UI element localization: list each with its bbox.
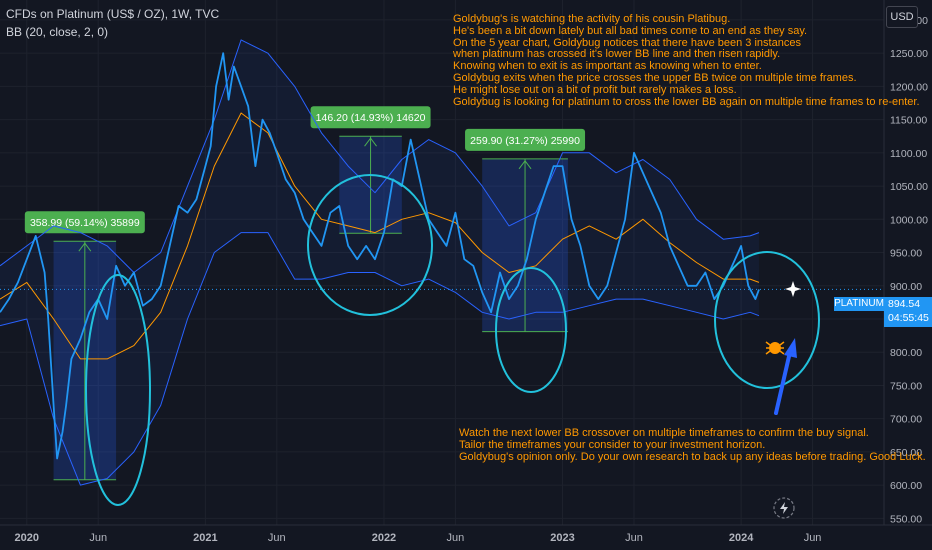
y-tick-label: 900.00 (890, 281, 922, 293)
series-lines (0, 39, 884, 486)
measure-label[interactable]: 358.99 (59.14%) 35899 (30, 217, 140, 229)
bug-legs (765, 341, 785, 355)
y-tick-label: 1150.00 (890, 115, 927, 127)
bb-fill-area (0, 39, 759, 486)
x-axis-bg (0, 525, 932, 550)
x-tick-label: Jun (804, 532, 822, 544)
x-tick-label: Jun (89, 532, 107, 544)
price-line (0, 52, 760, 460)
measure-arrowhead (364, 137, 377, 147)
y-tick-label: 550.00 (890, 513, 922, 525)
y-tick-label: 1100.00 (890, 148, 927, 160)
x-tick-label: 2021 (193, 532, 217, 544)
highlight-ellipse (495, 267, 567, 393)
y-tick-label: 700.00 (890, 414, 922, 426)
indicator-title[interactable]: BB (20, close, 2, 0) (6, 25, 109, 39)
highlight-circles (85, 174, 820, 506)
highlight-ellipse (714, 251, 820, 389)
y-tick-label: 1250.00 (890, 48, 928, 60)
symbol-price-label: PLATINUM (834, 297, 884, 311)
measure-arrowhead (78, 242, 92, 252)
y-tick-label: 1050.00 (890, 181, 928, 193)
y-tick-label: 750.00 (890, 380, 922, 392)
x-tick-label: Jun (447, 532, 465, 544)
lightning-ring (773, 497, 795, 519)
x-tick-label: 2022 (372, 532, 396, 544)
lightning-icon (773, 497, 795, 519)
highlight-ellipse (307, 174, 433, 316)
top-annotation: Goldybug's is watching the activity of h… (453, 13, 920, 108)
last-price-value: 894.54 (888, 298, 921, 310)
measure-label-bg[interactable] (310, 106, 431, 129)
measure-label[interactable]: 259.90 (31.27%) 25990 (470, 135, 580, 147)
y-tick-label: 600.00 (890, 480, 922, 492)
bar-countdown: 04:55:45 (888, 312, 929, 324)
measure-label[interactable]: 146.20 (14.93%) 14620 (316, 112, 426, 124)
x-tick-label: Jun (268, 532, 286, 544)
y-axis-bg (884, 0, 932, 550)
y-tick-label: 800.00 (890, 347, 922, 359)
star-shape (785, 281, 801, 297)
buy-arrow (774, 350, 792, 415)
highlight-ellipse (85, 274, 151, 506)
y-axis[interactable]: 1300.001250.001200.001150.001100.001050.… (883, 0, 932, 550)
measure-label-bg[interactable] (24, 211, 145, 234)
bb-upper-line (0, 39, 760, 273)
bug-icon (765, 341, 785, 355)
bb-basis-line (0, 112, 760, 360)
last-price-tag: 894.54 04:55:45 (884, 297, 932, 327)
measure-label-bg[interactable] (465, 128, 586, 151)
bug-body (769, 342, 781, 354)
buy-arrowhead (784, 338, 797, 358)
y-tick-label: 950.00 (890, 248, 922, 260)
symbol-title[interactable]: CFDs on Platinum (US$ / OZ), 1W, TVC (6, 7, 220, 21)
measure-arrowhead (518, 159, 532, 170)
x-tick-label: Jun (625, 532, 643, 544)
lightning-bolt (780, 502, 788, 514)
star-icon (785, 281, 801, 297)
decorations (765, 281, 801, 519)
measure-boxes[interactable]: 358.99 (59.14%) 35899 146.20 (14.93%) 146… (24, 106, 586, 481)
y-tick-label: 650.00 (890, 447, 922, 459)
x-tick-label: 2023 (550, 532, 574, 544)
x-axis[interactable]: 2020 Jun 2021 Jun 2022 Jun 2023 Jun 2024 Jun (0, 524, 932, 550)
bb-band-fill (0, 39, 759, 486)
currency-button[interactable]: USD (886, 6, 918, 28)
y-tick-label: 1200.00 (890, 81, 928, 93)
bottom-annotation: Watch the next lower BB crossover on mul… (459, 427, 926, 463)
bb-lower-line (0, 232, 760, 486)
x-tick-label: 2020 (15, 532, 39, 544)
y-tick-label: 1000.00 (890, 214, 928, 226)
x-tick-label: 2024 (729, 532, 754, 544)
